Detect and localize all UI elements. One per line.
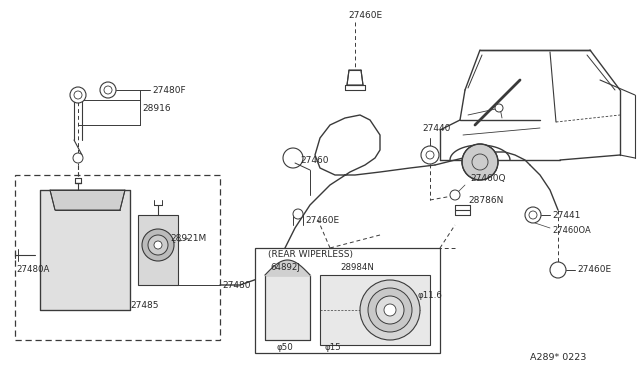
Text: A289* 0223: A289* 0223 <box>530 353 586 362</box>
Text: 27480F: 27480F <box>152 86 186 94</box>
Text: 27460E: 27460E <box>348 10 382 19</box>
Circle shape <box>421 146 439 164</box>
Text: φ50: φ50 <box>277 343 294 353</box>
Circle shape <box>142 229 174 261</box>
Circle shape <box>100 82 116 98</box>
Text: (REAR WIPERLESS): (REAR WIPERLESS) <box>268 250 353 260</box>
Bar <box>15 175 220 340</box>
Polygon shape <box>265 275 310 340</box>
Text: φ11.6: φ11.6 <box>418 291 443 299</box>
Text: 27441: 27441 <box>552 211 580 219</box>
Text: 27440: 27440 <box>422 124 451 132</box>
Circle shape <box>525 207 541 223</box>
Polygon shape <box>40 190 130 310</box>
Circle shape <box>360 280 420 340</box>
Bar <box>320 275 430 345</box>
Text: 27460E: 27460E <box>577 266 611 275</box>
Circle shape <box>550 262 566 278</box>
Circle shape <box>293 209 303 219</box>
Text: 28921M: 28921M <box>170 234 206 243</box>
Circle shape <box>154 241 162 249</box>
Text: 27460OA: 27460OA <box>552 225 591 234</box>
Bar <box>255 248 440 353</box>
Circle shape <box>462 144 498 180</box>
Bar <box>138 215 178 285</box>
Circle shape <box>495 104 503 112</box>
Circle shape <box>148 235 168 255</box>
Polygon shape <box>347 70 363 85</box>
Text: 28786N: 28786N <box>468 196 504 205</box>
Text: 27480A: 27480A <box>16 266 49 275</box>
Circle shape <box>70 87 86 103</box>
Circle shape <box>384 304 396 316</box>
Text: φ15: φ15 <box>325 343 342 353</box>
Circle shape <box>368 288 412 332</box>
Text: 27460E: 27460E <box>305 215 339 224</box>
Text: 64892J: 64892J <box>270 263 300 273</box>
Text: 27460: 27460 <box>300 155 328 164</box>
Text: 28984N: 28984N <box>340 263 374 273</box>
Text: 27480: 27480 <box>222 280 250 289</box>
Circle shape <box>450 190 460 200</box>
Polygon shape <box>50 190 125 210</box>
Circle shape <box>376 296 404 324</box>
Text: 28916: 28916 <box>142 103 171 112</box>
Text: 27485: 27485 <box>130 301 159 310</box>
Text: 27460Q: 27460Q <box>470 173 506 183</box>
Circle shape <box>73 153 83 163</box>
